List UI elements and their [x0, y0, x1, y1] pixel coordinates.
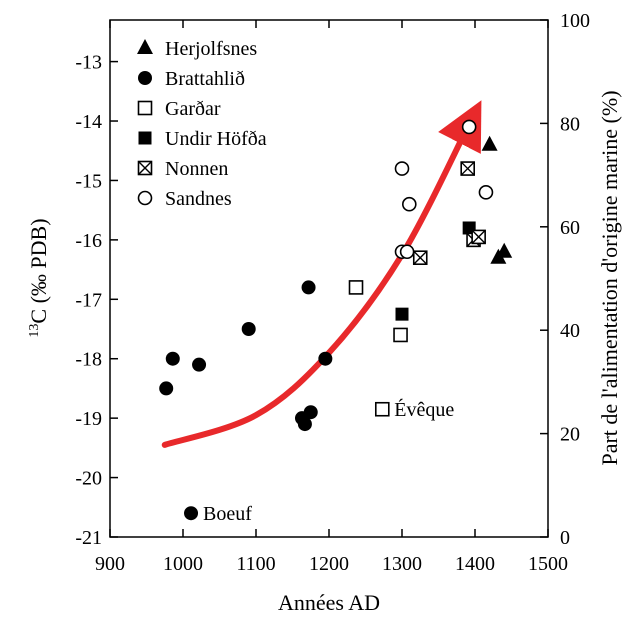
- x-tick-label: 900: [95, 553, 125, 575]
- data-point-nonnen: [460, 161, 476, 176]
- y-left-tick-label: -19: [75, 408, 102, 430]
- data-point-gar-ar: [348, 280, 364, 295]
- legend-marker-undir-h-f-a: [138, 131, 152, 145]
- y-right-tick-label: 0: [560, 527, 570, 549]
- y-left-tick-label: -17: [75, 289, 102, 311]
- y-right-tick-label: 80: [560, 113, 580, 135]
- x-tick-label: 1100: [236, 553, 275, 575]
- legend-marker-herjolfsnes: [137, 39, 153, 54]
- x-tick-label: 1200: [309, 553, 349, 575]
- y-axis-left-title: 13C (‰ PDB): [26, 218, 51, 337]
- data-point-sandnes: [399, 244, 415, 260]
- data-point-gar-ar: [393, 327, 408, 343]
- legend-marker-nonnen-cross-b: [138, 161, 152, 175]
- legend-label-herjolfsnes: Herjolfsnes: [165, 38, 257, 60]
- annotation-label--v-que: Évêque: [394, 398, 454, 421]
- data-point-brattahli-: [241, 322, 256, 337]
- y-left-tick-label: -21: [75, 527, 102, 549]
- legend-marker-nonnen: [137, 160, 153, 176]
- data-point-nonnen: [471, 229, 486, 245]
- data-point-nonnen-cross-b: [413, 250, 428, 265]
- data-point-brattahli-: [297, 417, 312, 432]
- x-tick-label: 1000: [163, 553, 203, 575]
- y-right-tick-label: 100: [560, 10, 590, 32]
- y-left-tick-label: -16: [75, 230, 102, 252]
- data-point-brattahli-: [159, 381, 174, 396]
- annotation-label-boeuf: Boeuf: [203, 503, 252, 525]
- legend-label-sandnes: Sandnes: [165, 188, 232, 210]
- data-point-sandnes: [401, 196, 417, 212]
- y-axis-left-title-main: C (‰ PDB): [26, 218, 51, 323]
- legend-marker-brattahli-: [138, 71, 152, 85]
- legend-label-undir-h-f-a: Undir Höfða: [165, 128, 267, 150]
- legend: Herjolfsnes Brattahlið Garðar Undir Höfða No…: [137, 38, 267, 210]
- data-point-herjolfsnes: [481, 135, 498, 151]
- y-axis-left: -13 -14 -15 -16 -17 -18 -19 -20 -21: [75, 52, 118, 549]
- data-point-nonnen-cross-b: [471, 229, 486, 244]
- x-tick-label: 1500: [528, 553, 568, 575]
- legend-label-gar-ar: Garðar: [165, 98, 221, 120]
- data-point-sandnes: [394, 161, 410, 176]
- legend-marker-gar-ar: [137, 100, 153, 116]
- y-right-tick-label: 20: [560, 424, 580, 446]
- x-tick-label: 1400: [455, 553, 495, 575]
- y-axis-right: 0 20 40 60 80 100: [540, 10, 590, 549]
- y-left-tick-label: -18: [75, 349, 102, 371]
- y-right-tick-label: 60: [560, 217, 580, 239]
- data-points: [159, 119, 513, 521]
- data-point-nonnen: [412, 250, 428, 266]
- y-axis-left-title-sup: 13: [27, 324, 42, 338]
- data-point-brattahli-: [301, 280, 316, 295]
- data-point-herjolfsnes: [496, 242, 513, 258]
- y-axis-right-title: Part de l'alimentation d'origine marine …: [597, 90, 622, 465]
- data-point-brattahli-: [318, 351, 333, 366]
- data-point-sandnes: [478, 185, 494, 200]
- y-left-tick-label: -20: [75, 468, 102, 490]
- trend-arrow: [161, 100, 482, 448]
- data-point-brattahli-: [192, 357, 207, 372]
- data-point-nonnen-cross-b: [460, 161, 475, 176]
- y-right-tick-label: 40: [560, 320, 580, 342]
- x-axis: 900 1000 1100 1200 1300 1400 1500: [95, 20, 568, 575]
- data-point-brattahli-: [165, 351, 180, 366]
- annotations: Évêque Boeuf: [203, 398, 454, 525]
- data-point-boeuf: [184, 506, 199, 521]
- legend-marker-sandnes: [137, 190, 153, 206]
- y-left-tick-label: -13: [75, 52, 102, 74]
- data-point-sandnes: [461, 119, 477, 135]
- data-point-brattahli-: [303, 405, 318, 420]
- x-tick-label: 1300: [382, 553, 422, 575]
- y-left-tick-label: -15: [75, 170, 102, 192]
- y-left-tick-label: -14: [75, 111, 102, 133]
- legend-label-brattahli-: Brattahlið: [165, 68, 245, 90]
- x-axis-title: Années AD: [278, 590, 380, 615]
- data-point-undir-h-f-a: [395, 307, 409, 321]
- legend-label-nonnen: Nonnen: [165, 158, 228, 180]
- data-point--v-que: [374, 401, 390, 417]
